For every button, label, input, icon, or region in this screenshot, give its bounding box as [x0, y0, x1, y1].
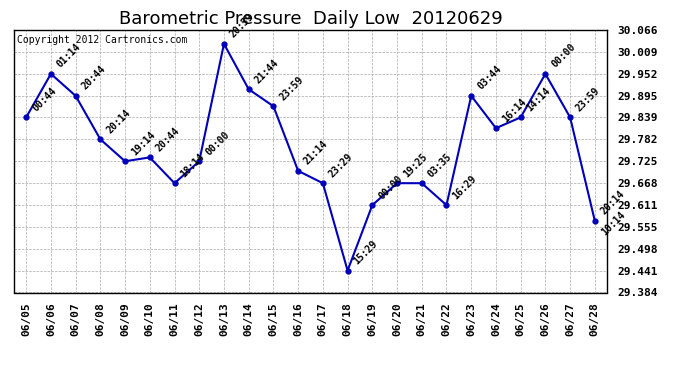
- Text: 23:59: 23:59: [574, 86, 602, 113]
- Text: 01:14: 01:14: [55, 42, 83, 70]
- Text: 20:44: 20:44: [80, 64, 108, 92]
- Text: 20:14: 20:14: [599, 189, 627, 217]
- Text: 20:59: 20:59: [228, 12, 256, 40]
- Text: 16:29: 16:29: [451, 173, 478, 201]
- Text: 10:14: 10:14: [599, 210, 627, 238]
- Text: 03:35: 03:35: [426, 151, 454, 179]
- Text: 23:29: 23:29: [327, 151, 355, 179]
- Text: 18:14: 18:14: [179, 151, 206, 179]
- Title: Barometric Pressure  Daily Low  20120629: Barometric Pressure Daily Low 20120629: [119, 10, 502, 28]
- Text: 21:14: 21:14: [302, 139, 330, 167]
- Text: 20:44: 20:44: [154, 125, 181, 153]
- Text: 00:00: 00:00: [204, 129, 231, 157]
- Text: 19:25: 19:25: [401, 151, 429, 179]
- Text: 00:44: 00:44: [30, 86, 58, 113]
- Text: 14:14: 14:14: [525, 86, 553, 113]
- Text: 20:14: 20:14: [104, 107, 132, 135]
- Text: 15:29: 15:29: [352, 238, 380, 266]
- Text: 16:14: 16:14: [500, 96, 528, 124]
- Text: 00:00: 00:00: [549, 42, 578, 70]
- Text: Copyright 2012 Cartronics.com: Copyright 2012 Cartronics.com: [17, 35, 187, 45]
- Text: 03:44: 03:44: [475, 64, 503, 92]
- Text: 21:44: 21:44: [253, 57, 281, 85]
- Text: 23:59: 23:59: [277, 74, 306, 102]
- Text: 19:14: 19:14: [129, 129, 157, 157]
- Text: 00:00: 00:00: [377, 173, 404, 201]
